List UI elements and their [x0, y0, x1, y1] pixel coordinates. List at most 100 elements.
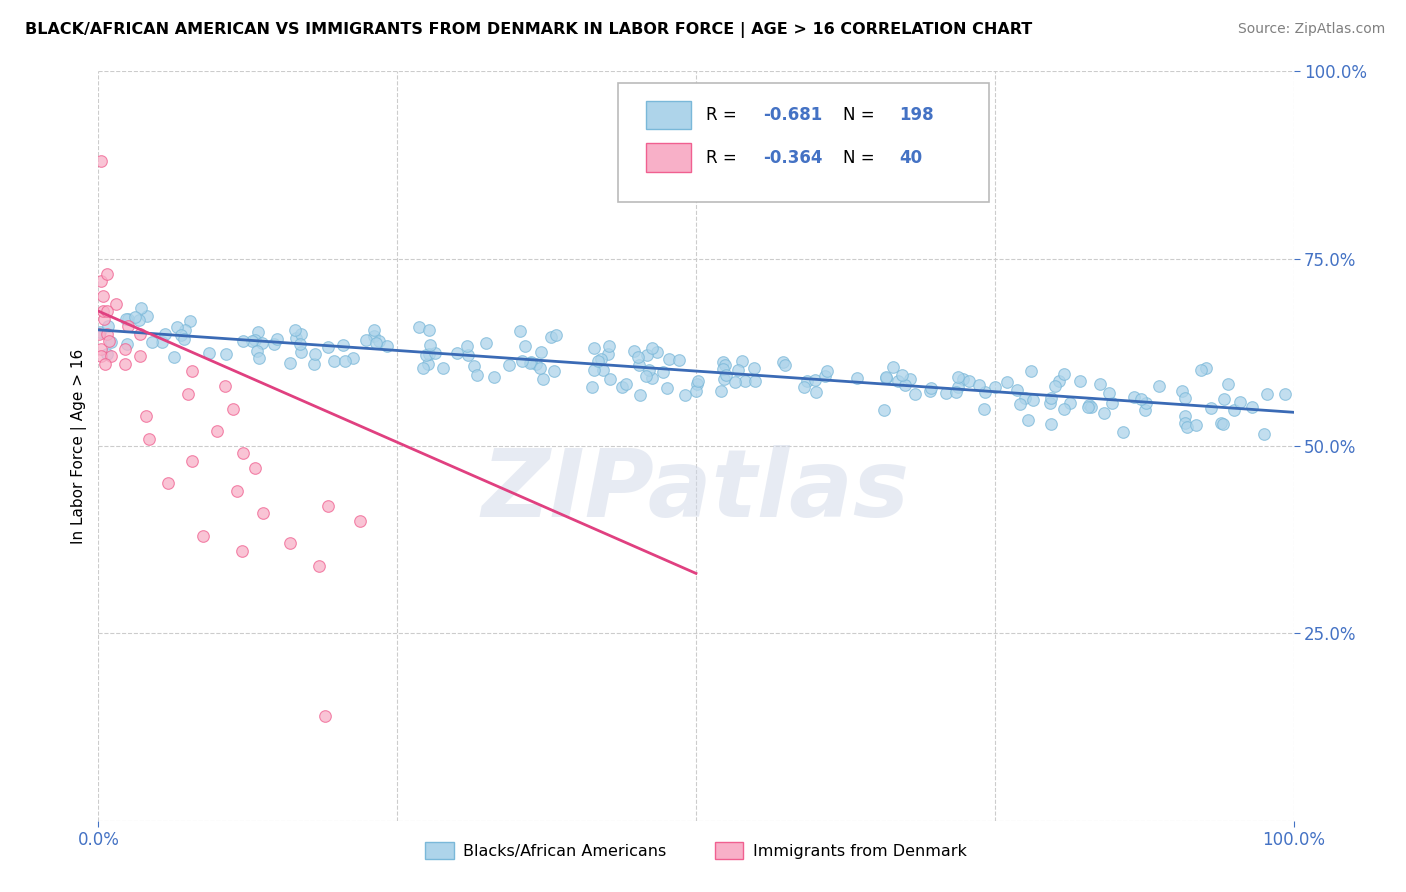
Point: [509, 324, 531, 338]
Point: [89, 326, 111, 341]
Point: [887, 374, 910, 388]
Point: [278, 355, 301, 369]
Point: [1022, 393, 1045, 408]
Point: [875, 370, 897, 384]
Point: [105, 296, 128, 310]
Point: [1216, 377, 1239, 392]
Point: [636, 368, 658, 383]
Point: [1053, 367, 1076, 381]
Point: [316, 499, 339, 513]
Point: [957, 375, 980, 389]
Point: [1039, 417, 1062, 432]
Point: [484, 370, 506, 384]
Point: [333, 354, 356, 368]
Point: [974, 384, 997, 399]
Point: [742, 360, 765, 375]
Point: [688, 374, 710, 388]
Point: [641, 371, 664, 385]
Point: [668, 353, 690, 368]
Point: [375, 338, 398, 352]
Point: [995, 375, 1018, 389]
Point: [804, 385, 827, 400]
Point: [713, 372, 735, 386]
Point: [94, 357, 117, 371]
Point: [1201, 401, 1223, 415]
Point: [98, 334, 121, 348]
Point: [714, 358, 737, 372]
Point: [240, 334, 263, 348]
Point: [342, 351, 364, 366]
Point: [135, 409, 157, 423]
Text: BLACK/AFRICAN AMERICAN VS IMMIGRANTS FROM DENMARK IN LABOR FORCE | AGE > 16 CORR: BLACK/AFRICAN AMERICAN VS IMMIGRANTS FRO…: [25, 22, 1032, 38]
Point: [415, 349, 437, 363]
Point: [592, 362, 614, 376]
Point: [1133, 403, 1156, 417]
Point: [1253, 427, 1275, 442]
Point: [627, 358, 650, 372]
Point: [266, 332, 288, 346]
Point: [903, 387, 925, 401]
Point: [176, 386, 198, 401]
Point: [100, 349, 122, 363]
Point: [418, 357, 440, 371]
Point: [180, 364, 202, 378]
Point: [408, 319, 430, 334]
Point: [263, 337, 285, 351]
Point: [193, 529, 215, 543]
Point: [530, 344, 553, 359]
Point: [1098, 385, 1121, 400]
Point: [465, 368, 488, 383]
Point: [623, 344, 645, 359]
Point: [673, 388, 696, 402]
Point: [114, 342, 136, 356]
Point: [647, 345, 669, 359]
Point: [214, 379, 236, 393]
Point: [589, 352, 612, 367]
Point: [302, 357, 325, 371]
Point: [891, 368, 914, 382]
Point: [1174, 416, 1197, 430]
Point: [727, 362, 749, 376]
Point: [1080, 400, 1102, 414]
Point: [129, 326, 152, 341]
Point: [304, 347, 326, 361]
Point: [519, 356, 541, 370]
Point: [315, 708, 337, 723]
Point: [163, 350, 186, 364]
Point: [250, 335, 273, 350]
Point: [124, 310, 146, 324]
Point: [710, 384, 733, 398]
Point: [1213, 392, 1236, 406]
Point: [873, 402, 896, 417]
Point: [252, 507, 274, 521]
Point: [1077, 400, 1099, 414]
Point: [711, 355, 734, 369]
Point: [920, 381, 942, 395]
Point: [1010, 397, 1032, 411]
Point: [157, 476, 180, 491]
Point: [524, 357, 547, 371]
Point: [1019, 364, 1042, 378]
Point: [711, 362, 734, 376]
Text: R =: R =: [706, 106, 741, 124]
FancyBboxPatch shape: [645, 144, 692, 172]
Point: [655, 381, 678, 395]
Text: R =: R =: [706, 149, 741, 167]
Point: [1175, 420, 1198, 434]
Point: [543, 364, 565, 378]
Point: [231, 544, 253, 558]
Point: [1039, 391, 1062, 405]
Point: [96, 304, 118, 318]
Point: [1043, 379, 1066, 393]
Point: [946, 380, 969, 394]
Point: [475, 336, 498, 351]
Point: [1170, 384, 1192, 398]
Point: [1174, 409, 1197, 423]
Point: [141, 334, 163, 349]
Point: [366, 336, 388, 351]
Point: [1053, 402, 1076, 417]
Point: [179, 314, 201, 328]
Point: [814, 368, 837, 383]
Point: [544, 327, 567, 342]
Point: [599, 371, 621, 385]
